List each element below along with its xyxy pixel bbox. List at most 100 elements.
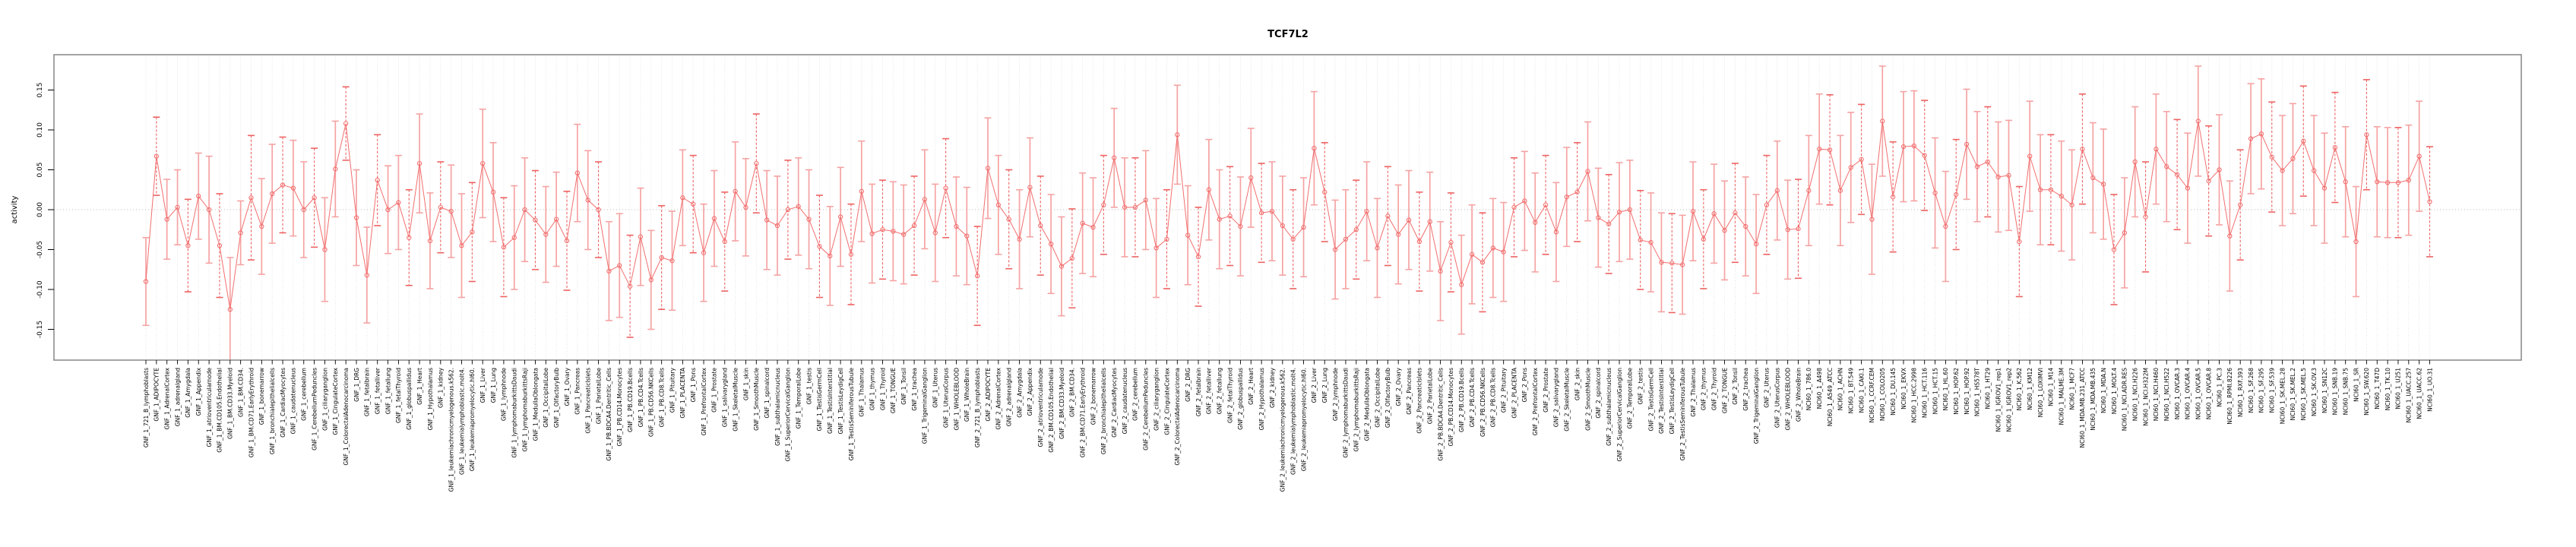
x-tick-label: GNF_2_leukemialymphoblastic.molt4. [1290,368,1296,475]
x-tick-label: GNF_1_ADIPOCYTE [153,368,160,422]
data-point [164,217,169,222]
data-point [1164,236,1169,242]
y-tick-label: 0.10 [36,122,44,138]
x-tick-label: NCI60_1_RXF.393 [2237,368,2244,417]
data-point [2037,187,2043,192]
x-tick-label: GNF_2_SkeletalMuscle [1564,368,1571,432]
x-tick-label: GNF_2_UterusCorpus [1774,368,1781,428]
x-tick-label: NCI60_1_SW.620 [2363,368,2370,416]
data-point [1722,228,1727,233]
x-tick-label: NCI60_1_SNB.19 [2332,368,2339,416]
x-tick-label: GNF_2_CardiacMyocytes [1111,368,1118,438]
x-tick-label: GNF_1_atrioventricularnode [206,368,213,447]
data-point [2174,172,2180,177]
x-tick-label: GNF_2_cerebellum [1132,368,1139,421]
x-tick-label: GNF_2_ciliaryganglion [1153,368,1160,431]
data-point [364,272,370,278]
data-point [1238,223,1243,229]
x-tick-label: GNF_1_fetalThyroid [395,368,402,423]
x-tick-label: NCI60_1_UACC.62 [2416,368,2423,419]
data-point [1880,119,1885,124]
data-point [280,182,286,188]
data-point [627,283,633,289]
data-point [480,160,486,166]
data-point [1596,215,1601,220]
x-tick-label: GNF_1_Prostate [711,368,718,413]
x-tick-label: GNF_1_WholeBrain [964,368,970,422]
x-tick-label: GNF_2_bonemarrow [1090,368,1097,425]
data-point [1332,247,1338,252]
data-point [1543,202,1549,207]
data-point [2311,168,2317,173]
x-tick-label: GNF_2_PancreaticIslets [1416,368,1423,434]
data-point [1553,229,1559,235]
x-tick-label: GNF_2_WholeBrain [1795,368,1802,422]
x-tick-label: GNF_1_subthalamicnucleus [774,368,781,446]
data-point [522,207,527,213]
x-tick-label: GNF_2_ParietalLobe [1427,368,1434,425]
data-point [459,243,464,248]
x-tick-label: NCI60_1_SR [2353,368,2359,402]
plot-box [53,54,2522,361]
data-point [1922,153,1927,158]
data-point [2258,131,2264,137]
data-point [1796,226,1801,232]
x-tick-label: GNF_2_ADIPOCYTE [985,368,992,422]
y-tick-label: -0.05 [36,241,44,258]
data-point [2248,136,2254,141]
x-tick-label: GNF_2_Hypothalamus [1258,368,1265,430]
axes-layer: 0.15 0.10 0.05 0.00 -0.05 -0.10 -0.15 GNF_1_721… [36,54,2522,492]
x-tick-label: GNF_1_PB.CD4.Tcells [638,368,644,427]
x-tick-label: GNF_2_OlfactoryBulb [1385,368,1391,428]
data-point [2100,182,2106,187]
data-point [2238,202,2243,207]
x-tick-label: GNF_2_bronchialepithelialcells [1100,368,1107,454]
data-point [2321,185,2328,191]
data-point [438,204,443,210]
data-point [648,277,653,283]
x-tick-label: NCI60_1_MDA.MB.231_ATCC [2079,368,2086,448]
chart-title: TCF7L2 [1267,29,1309,40]
error-bar [689,154,697,254]
data-point [375,177,380,183]
data-point [691,201,696,207]
x-tick-label: NCI60_1_SK.MEL.28 [2279,368,2286,424]
x-tick-label: NCI60_1_MALME.3M [2059,368,2065,425]
x-tick-label: NCI60_1_A498 [1816,368,1823,409]
x-tick-label: GNF_2_Uterus [1764,368,1771,408]
x-tick-label: GNF_2_Liver [1311,367,1318,403]
x-tick-label: NCI60_1_SNB.75 [2342,368,2349,416]
data-point [1827,147,1833,153]
x-tick-label: NCI60_1_MOLT.4 [2111,368,2118,414]
x-tick-label: NCI60_1_IGROV1_rep2 [2005,368,2012,432]
x-tick-label: GNF_1_CerebellumPeduncles [311,368,318,451]
data-point [217,243,223,248]
data-point [722,239,727,245]
x-tick-label: GNF_2_TestisSeminiferousTubule [1679,368,1686,461]
x-tick-label: GNF_1_Thalamus [859,368,866,417]
data-point [1154,245,1159,251]
x-tick-label: NCI60_1_SF.268 [2248,368,2255,413]
data-point [1416,239,1422,245]
x-tick-label: GNF_2_lymphomaburkittsDaudi [1343,368,1350,458]
x-tick-label: NCI60_1_CAKI.1 [1858,368,1865,413]
gridlines-layer [54,55,2521,360]
x-tick-label: GNF_1_Ovary [564,367,571,406]
data-point [385,207,391,213]
data-point [1964,141,1970,147]
x-tick-label: NCI60_1_T47D [2374,368,2381,409]
x-tick-label: GNF_1_Amygdala [185,368,191,418]
data-point [1006,217,1011,222]
data-point [1132,204,1138,210]
data-point [1143,198,1148,203]
x-tick-label: NCI60_1_OVCAR.5 [2195,368,2202,419]
x-tick-label: GNF_2_lymphomaburkittsRaji [1353,368,1360,451]
x-tick-label: NCI60_1_EKVX [1900,368,1907,409]
data-point [2353,239,2359,245]
data-point [416,160,422,166]
x-tick-label: NCI60_1_NCI.H322M [2142,368,2149,426]
x-tick-label: GNF_1_Thyroid [879,368,886,410]
x-tick-label: NCI60_1_MCF7 [2068,368,2075,410]
data-point [143,279,149,284]
x-tick-label: GNF_1_Pituitary [669,367,676,413]
